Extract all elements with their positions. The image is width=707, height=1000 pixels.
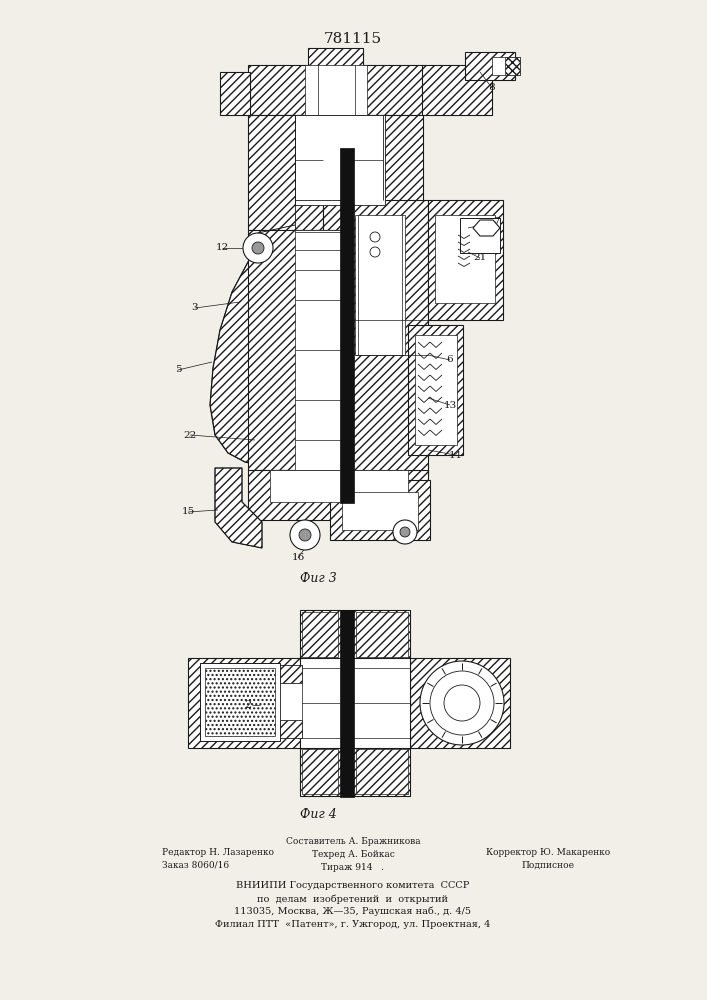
Bar bbox=[270, 470, 408, 502]
Circle shape bbox=[370, 232, 380, 242]
Bar bbox=[356, 749, 408, 794]
Bar bbox=[408, 325, 463, 455]
Bar bbox=[356, 612, 408, 657]
Text: 16: 16 bbox=[291, 554, 305, 562]
Circle shape bbox=[290, 520, 320, 550]
Bar bbox=[415, 335, 457, 445]
Text: Тираж 914   .: Тираж 914 . bbox=[322, 863, 385, 872]
Polygon shape bbox=[215, 468, 262, 548]
Bar bbox=[248, 115, 323, 230]
Bar bbox=[220, 72, 250, 115]
Bar bbox=[435, 215, 495, 303]
Text: 113035, Москва, Ж—35, Раушская наб., д. 4/5: 113035, Москва, Ж—35, Раушская наб., д. … bbox=[235, 907, 472, 916]
Bar bbox=[300, 658, 410, 748]
Circle shape bbox=[252, 242, 264, 254]
Text: Корректор Ю. Макаренко: Корректор Ю. Макаренко bbox=[486, 848, 610, 857]
Bar bbox=[342, 492, 418, 530]
Text: по  делам  изобретений  и  открытий: по делам изобретений и открытий bbox=[257, 894, 448, 904]
Bar bbox=[248, 65, 423, 115]
Text: 7: 7 bbox=[493, 218, 499, 227]
Circle shape bbox=[430, 671, 494, 735]
Text: Редактор Н. Лазаренко: Редактор Н. Лазаренко bbox=[162, 848, 274, 857]
Text: 22: 22 bbox=[183, 430, 197, 440]
Bar bbox=[340, 148, 354, 503]
Bar bbox=[280, 683, 302, 720]
Circle shape bbox=[444, 685, 480, 721]
Bar bbox=[295, 230, 343, 470]
Bar bbox=[295, 115, 385, 205]
Text: 3: 3 bbox=[192, 304, 198, 312]
Bar bbox=[330, 480, 430, 540]
Text: Составитель А. Бражникова: Составитель А. Бражникова bbox=[286, 837, 421, 846]
Circle shape bbox=[299, 529, 311, 541]
Bar bbox=[300, 748, 410, 796]
Polygon shape bbox=[473, 220, 500, 236]
Text: Фиг 4: Фиг 4 bbox=[300, 808, 337, 821]
Text: 12: 12 bbox=[216, 243, 228, 252]
Bar bbox=[492, 57, 520, 75]
Bar bbox=[305, 65, 367, 115]
Bar bbox=[302, 612, 338, 657]
Text: 8: 8 bbox=[489, 84, 496, 93]
Text: Филиал ПТТ  «Патент», г. Ужгород, ул. Проектная, 4: Филиал ПТТ «Патент», г. Ужгород, ул. Про… bbox=[216, 920, 491, 929]
Bar bbox=[300, 610, 410, 658]
Circle shape bbox=[243, 233, 273, 263]
Text: 13: 13 bbox=[443, 400, 457, 410]
Bar bbox=[280, 720, 302, 738]
Bar bbox=[355, 215, 405, 355]
Bar bbox=[410, 658, 510, 748]
Text: Заказ 8060/16: Заказ 8060/16 bbox=[162, 861, 229, 870]
Text: ВНИИПИ Государственного комитета  СССР: ВНИИПИ Государственного комитета СССР bbox=[236, 881, 469, 890]
Text: Подписное: Подписное bbox=[522, 861, 575, 870]
Text: 5: 5 bbox=[175, 365, 181, 374]
Circle shape bbox=[420, 661, 504, 745]
Circle shape bbox=[370, 247, 380, 257]
Bar bbox=[248, 230, 343, 470]
Bar bbox=[302, 749, 338, 794]
Bar bbox=[280, 665, 302, 683]
Circle shape bbox=[400, 527, 410, 537]
Bar bbox=[460, 218, 500, 253]
Text: Техред А. Бойкас: Техред А. Бойкас bbox=[312, 850, 395, 859]
Bar bbox=[505, 57, 520, 75]
Text: 15: 15 bbox=[182, 508, 194, 516]
Text: 781115: 781115 bbox=[324, 32, 382, 46]
Text: 21: 21 bbox=[474, 253, 486, 262]
Bar bbox=[188, 658, 300, 748]
Bar bbox=[323, 115, 423, 230]
Bar bbox=[428, 200, 503, 320]
Text: 14: 14 bbox=[448, 450, 462, 460]
Polygon shape bbox=[210, 248, 278, 465]
Bar bbox=[465, 52, 515, 80]
Text: 6: 6 bbox=[447, 356, 453, 364]
Text: Фиг 3: Фиг 3 bbox=[300, 572, 337, 585]
Text: 2: 2 bbox=[245, 700, 252, 710]
Bar bbox=[248, 470, 428, 520]
Bar bbox=[308, 48, 363, 68]
Circle shape bbox=[393, 520, 417, 544]
Bar bbox=[343, 200, 428, 475]
Bar bbox=[205, 668, 275, 736]
Bar bbox=[340, 610, 354, 797]
Bar bbox=[200, 663, 280, 741]
Bar bbox=[422, 65, 492, 115]
